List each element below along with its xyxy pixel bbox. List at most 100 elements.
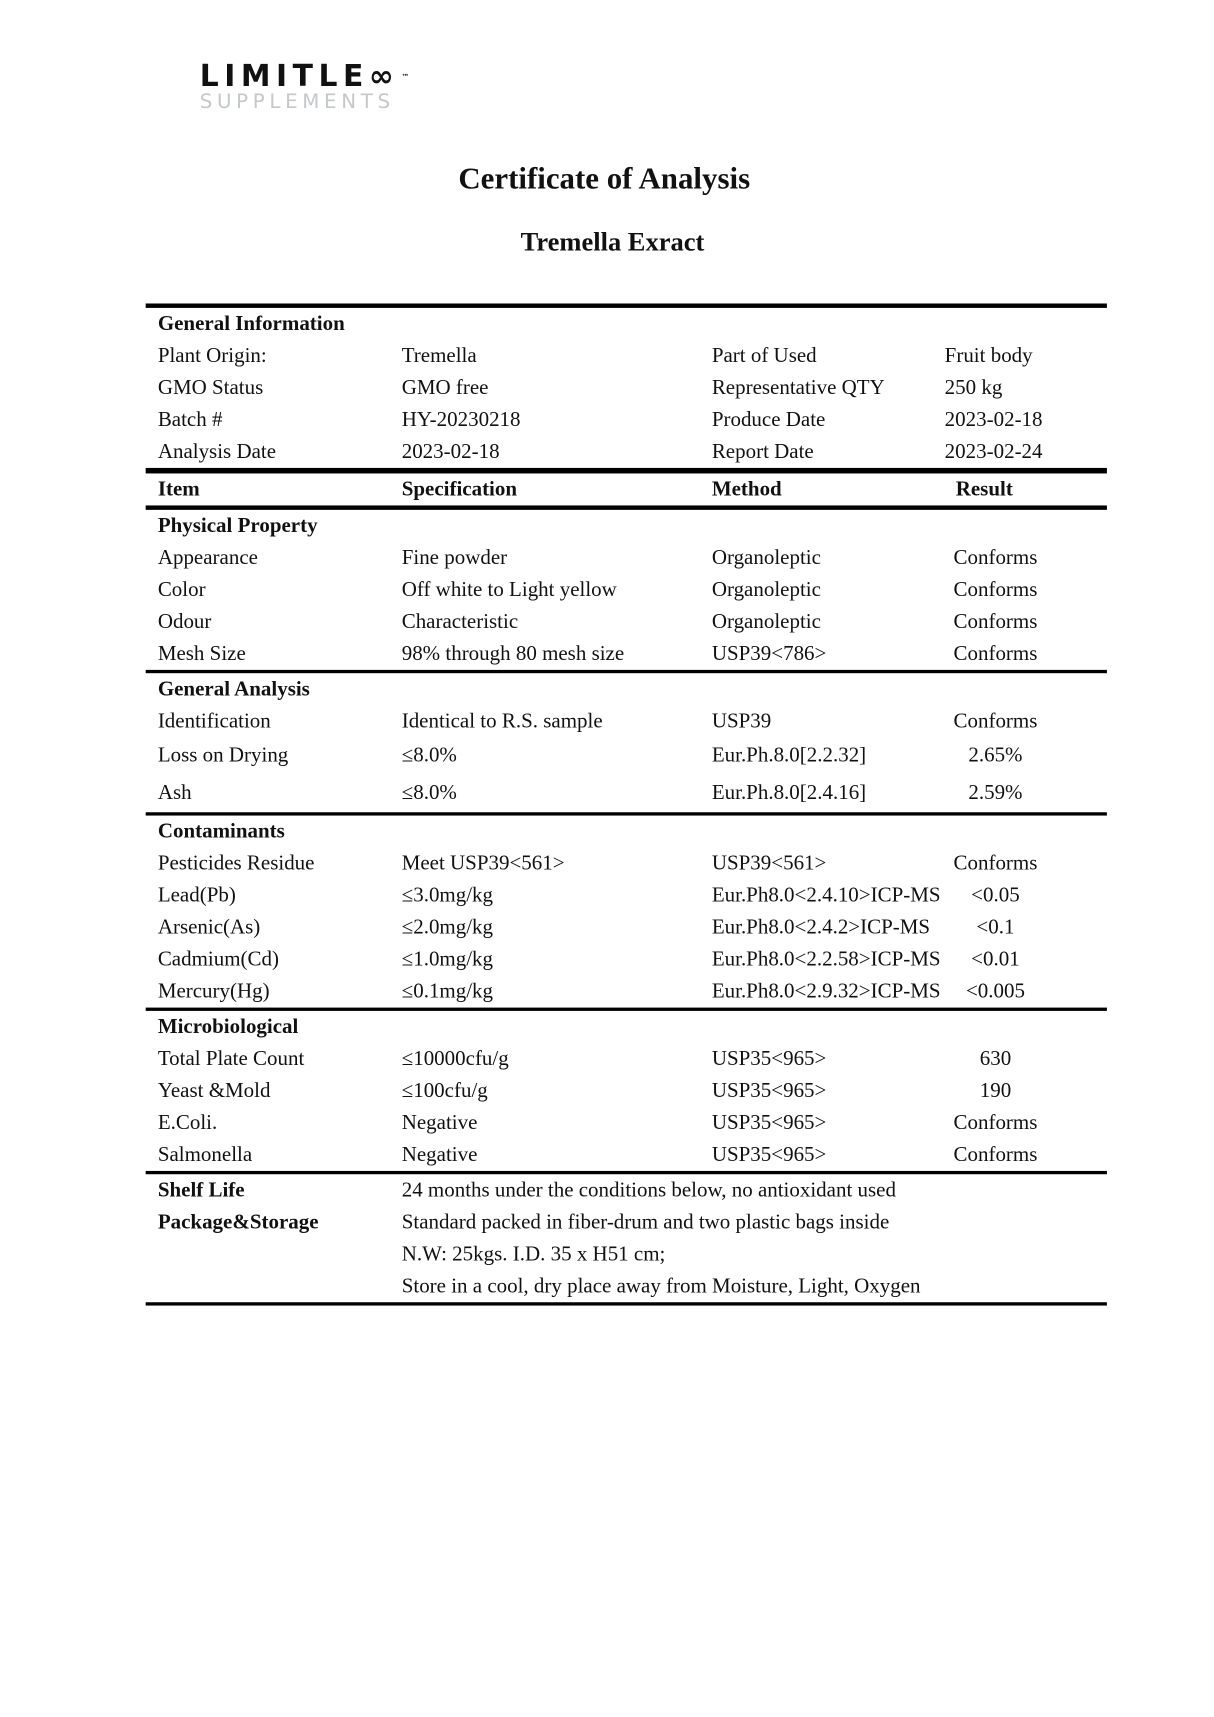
spec-cell: 24 months under the conditions below, no… bbox=[401, 1178, 896, 1202]
result-cell: Conforms bbox=[953, 709, 1038, 733]
spec-cell: ≤0.1mg/kg bbox=[401, 979, 494, 1004]
table-row: Pesticides Residue Meet USP39<561> USP39<5… bbox=[146, 848, 1107, 880]
table-row: Appearance Fine powder Organoleptic Conform… bbox=[146, 542, 1107, 574]
result-cell: Conforms bbox=[953, 610, 1038, 634]
method-cell: USP39<561> bbox=[711, 851, 827, 876]
item-cell: Identification bbox=[157, 709, 271, 733]
method-cell: USP39<786> bbox=[711, 642, 827, 666]
spec-cell: HY-20230218 bbox=[401, 408, 521, 432]
item-cell: Mercury(Hg) bbox=[157, 979, 270, 1004]
method-cell: Produce Date bbox=[711, 408, 826, 432]
result-cell: <0.005 bbox=[965, 979, 1025, 1004]
table-row: Mercury(Hg) ≤0.1mg/kg Eur.Ph8.0<2.9.32>ICP… bbox=[145, 976, 1107, 1011]
spec-cell: Tremella bbox=[401, 344, 477, 368]
spec-cell: ≤10000cfu/g bbox=[401, 1047, 509, 1071]
item-cell: Loss on Drying bbox=[157, 743, 289, 768]
item-cell: Ash bbox=[157, 781, 192, 805]
spec-cell: Characteristic bbox=[401, 610, 519, 634]
table-row: Cadmium(Cd) ≤1.0mg/kg Eur.Ph8.0<2.2.58>ICP… bbox=[146, 944, 1107, 976]
table-row: Odour Characteristic Organoleptic Conforms bbox=[146, 606, 1107, 638]
result-cell: Fruit body bbox=[944, 344, 1033, 368]
result-cell: 250 kg bbox=[944, 376, 1003, 400]
spec-cell: ≤2.0mg/kg bbox=[401, 915, 494, 940]
item-cell: Arsenic(As) bbox=[157, 915, 261, 940]
method-cell: Eur.Ph8.0<2.4.2>ICP-MS bbox=[711, 915, 931, 940]
result-cell: <0.05 bbox=[971, 883, 1020, 908]
method-cell: USP35<965> bbox=[711, 1047, 827, 1071]
result-cell: Conforms bbox=[953, 1111, 1038, 1135]
spec-cell: Meet USP39<561> bbox=[401, 851, 565, 876]
spec-cell: Negative bbox=[401, 1111, 478, 1135]
item-cell: Cadmium(Cd) bbox=[157, 947, 279, 972]
item-cell: Appearance bbox=[157, 546, 258, 570]
section-heading: Contaminants bbox=[146, 816, 1107, 848]
method-cell: USP35<965> bbox=[711, 1143, 827, 1167]
item-cell: Physical Property bbox=[157, 514, 318, 538]
item-cell: Mesh Size bbox=[157, 642, 246, 666]
result-cell: Conforms bbox=[953, 851, 1038, 876]
method-cell: Eur.Ph8.0<2.4.10>ICP-MS bbox=[711, 883, 941, 908]
table-row: Ash ≤8.0% Eur.Ph.8.0[2.4.16] 2.59% bbox=[145, 775, 1107, 816]
storage-row: Store in a cool, dry place away from Moi… bbox=[145, 1270, 1107, 1306]
result-cell: Conforms bbox=[953, 578, 1038, 602]
item-cell: Contaminants bbox=[157, 819, 285, 844]
column-header-row: Item Specification Method Result bbox=[145, 467, 1107, 510]
method-cell: Eur.Ph8.0<2.9.32>ICP-MS bbox=[711, 979, 941, 1004]
info-row: GMO Status GMO free Representative QTY 250 … bbox=[146, 372, 1107, 404]
spec-cell: Identical to R.S. sample bbox=[401, 709, 603, 733]
storage-row: Package&Storage Standard packed in fiber-… bbox=[146, 1206, 1107, 1238]
item-cell: Total Plate Count bbox=[157, 1047, 305, 1071]
spec-cell: Specification bbox=[401, 477, 518, 502]
method-cell: Organoleptic bbox=[711, 546, 821, 570]
item-cell: Pesticides Residue bbox=[157, 851, 315, 876]
spec-cell: ≤1.0mg/kg bbox=[401, 947, 494, 972]
method-cell: Organoleptic bbox=[711, 578, 821, 602]
table-row: Salmonella Negative USP35<965> Conforms bbox=[145, 1139, 1107, 1175]
table-row: Total Plate Count ≤10000cfu/g USP35<965> 63… bbox=[146, 1043, 1107, 1075]
result-cell: <0.1 bbox=[976, 915, 1015, 940]
method-cell: Part of Used bbox=[711, 344, 817, 368]
storage-row: N.W: 25kgs. I.D. 35 x H51 cm; bbox=[146, 1238, 1107, 1270]
item-cell: Microbiological bbox=[157, 1015, 299, 1039]
method-cell: USP35<965> bbox=[711, 1111, 827, 1135]
method-cell: Eur.Ph.8.0[2.4.16] bbox=[711, 781, 867, 805]
item-cell: GMO Status bbox=[157, 376, 264, 400]
brand-logo: LIMITLE∞ ™ SUPPLEMENTS bbox=[200, 61, 410, 113]
section-heading: Microbiological bbox=[146, 1011, 1107, 1043]
method-cell: Representative QTY bbox=[711, 376, 885, 400]
spec-cell: Off white to Light yellow bbox=[401, 578, 617, 602]
method-cell: Report Date bbox=[711, 440, 814, 464]
method-cell: Method bbox=[711, 477, 782, 502]
item-cell: Yeast &Mold bbox=[157, 1079, 271, 1103]
document-title: Certificate of Analysis bbox=[458, 162, 751, 197]
result-cell: 2023-02-24 bbox=[944, 440, 1043, 464]
spec-cell: Standard packed in fiber-drum and two pl… bbox=[401, 1210, 890, 1234]
item-cell: Odour bbox=[157, 610, 212, 634]
spec-cell: N.W: 25kgs. I.D. 35 x H51 cm; bbox=[401, 1242, 666, 1266]
spec-cell: ≤100cfu/g bbox=[401, 1079, 488, 1103]
spec-cell: ≤8.0% bbox=[401, 781, 457, 805]
spec-cell: ≤3.0mg/kg bbox=[401, 883, 494, 908]
result-cell: Result bbox=[955, 477, 1013, 502]
info-row: Analysis Date 2023-02-18 Report Date 2023-0… bbox=[146, 436, 1107, 468]
analysis-table: General Information Plant Origin: Tremella… bbox=[145, 303, 1107, 1306]
method-cell: Organoleptic bbox=[711, 610, 821, 634]
spec-cell: 98% through 80 mesh size bbox=[401, 642, 625, 666]
spec-cell: ≤8.0% bbox=[401, 743, 457, 768]
result-cell: <0.01 bbox=[971, 947, 1020, 972]
spec-cell: Store in a cool, dry place away from Moi… bbox=[401, 1274, 921, 1298]
spec-cell: GMO free bbox=[401, 376, 489, 400]
trademark: ™ bbox=[401, 72, 410, 82]
item-cell: E.Coli. bbox=[157, 1111, 218, 1135]
table-row: Arsenic(As) ≤2.0mg/kg Eur.Ph8.0<2.4.2>ICP-… bbox=[146, 912, 1107, 944]
result-cell: 2023-02-18 bbox=[944, 408, 1043, 432]
result-cell: Conforms bbox=[953, 642, 1038, 666]
item-cell: Salmonella bbox=[157, 1143, 253, 1167]
method-cell: USP39 bbox=[711, 709, 772, 733]
result-cell: Conforms bbox=[953, 546, 1038, 570]
result-cell: 2.65% bbox=[968, 743, 1023, 768]
result-cell: 190 bbox=[979, 1079, 1012, 1103]
section-heading: Physical Property bbox=[146, 510, 1107, 542]
result-cell: 630 bbox=[979, 1047, 1012, 1071]
